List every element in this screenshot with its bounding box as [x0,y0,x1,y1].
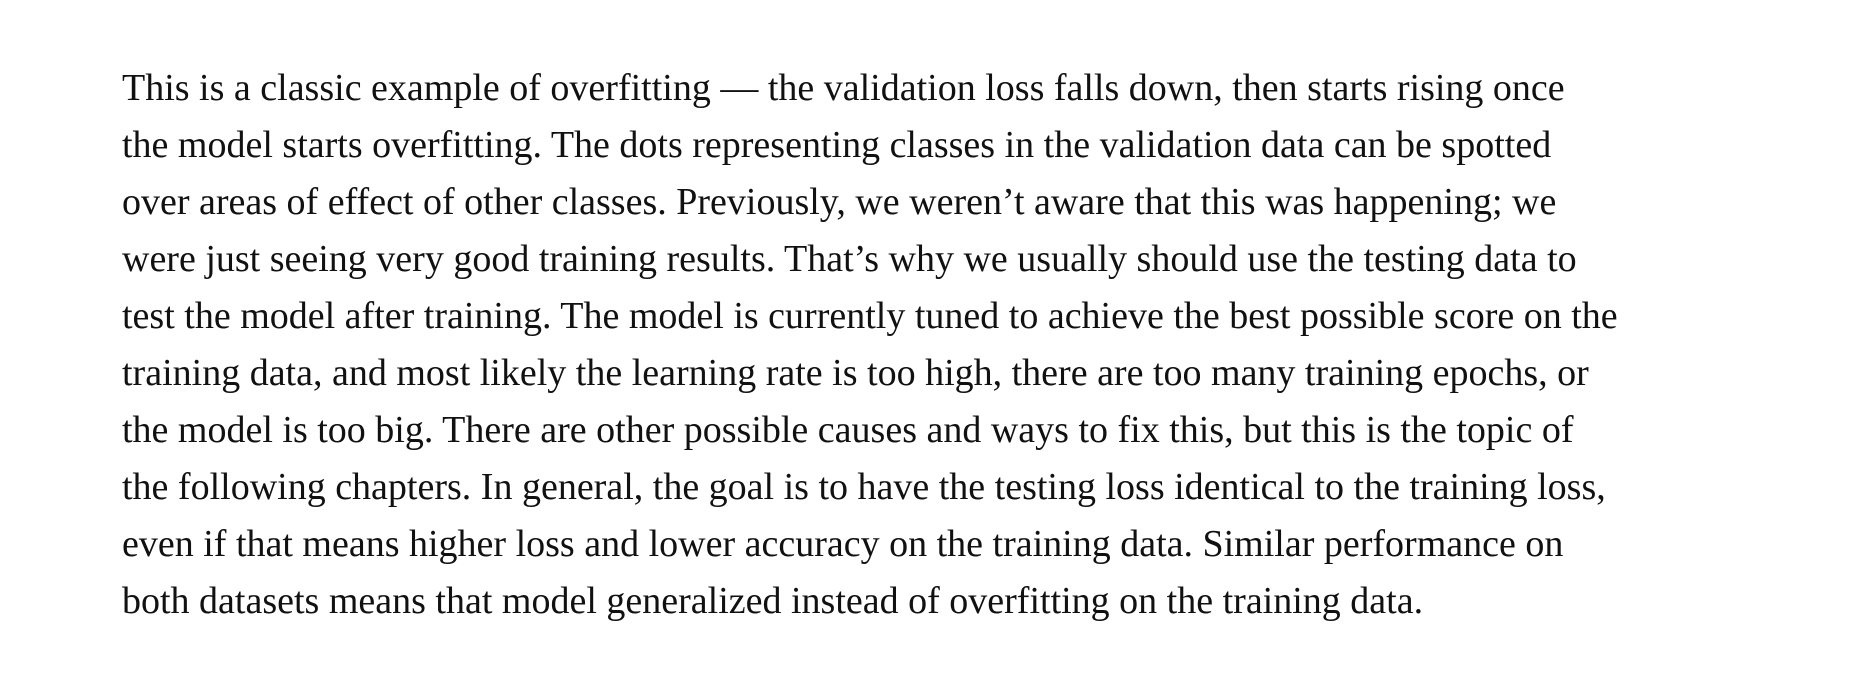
paragraph-line: both datasets means that model generaliz… [122,580,1424,622]
paragraph-line: were just seeing very good training resu… [122,238,1577,280]
paragraph-line: the following chapters. In general, the … [122,466,1606,508]
paragraph-line: This is a classic example of overfitting… [122,67,1565,109]
paragraph-line: the model is too big. There are other po… [122,409,1574,451]
paragraph-line: over areas of effect of other classes. P… [122,181,1557,223]
paragraph-line: training data, and most likely the learn… [122,352,1589,394]
paragraph-line: the model starts overfitting. The dots r… [122,124,1552,166]
paragraph-line: even if that means higher loss and lower… [122,523,1564,565]
paragraph-line: test the model after training. The model… [122,295,1618,337]
body-paragraph: This is a classic example of overfitting… [122,60,1822,630]
